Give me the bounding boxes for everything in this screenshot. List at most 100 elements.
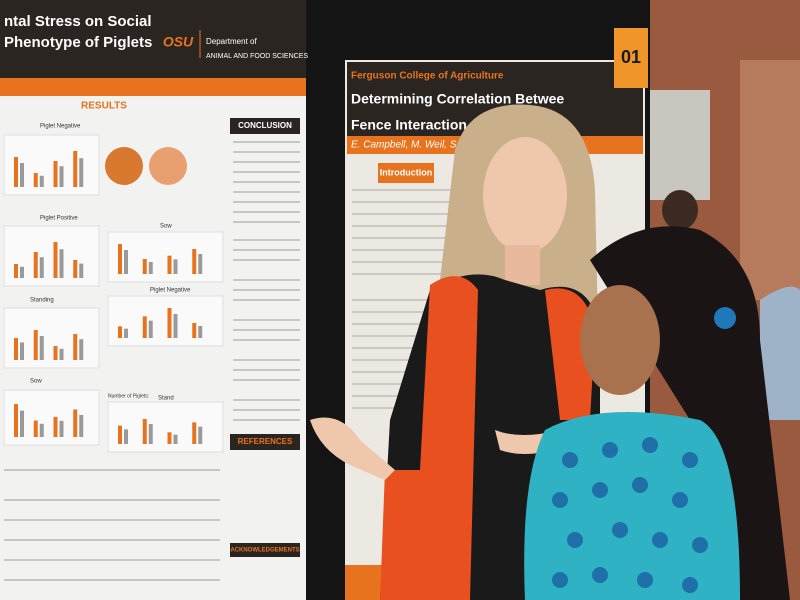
poster-title: ntal Stress on Social (4, 13, 152, 30)
panel-shape (20, 163, 24, 187)
panel-shape (107, 295, 224, 347)
panel-shape (192, 323, 197, 338)
panel-shape (33, 252, 38, 278)
panel-shape (3, 134, 100, 196)
panel-shape (142, 259, 147, 274)
heading-box (378, 163, 434, 183)
panel-shape (14, 404, 18, 437)
face (483, 137, 567, 253)
face (580, 285, 660, 395)
panel-label: Piglet Positive (40, 216, 78, 222)
hand (310, 417, 395, 480)
background-person (662, 190, 698, 230)
panel-shape (73, 260, 78, 278)
panel-shape (33, 173, 38, 187)
panel-shape (53, 242, 58, 278)
panel-shape (73, 409, 78, 437)
number-card (614, 28, 648, 88)
panel-shape (142, 316, 147, 338)
section-heading: CONCLUSION (238, 121, 292, 130)
poster-title: Phenotype of Piglets (4, 34, 152, 51)
shirt (380, 276, 478, 600)
panel-shape (107, 401, 224, 453)
panel-shape (53, 161, 58, 187)
panel-shape (124, 250, 128, 274)
panel-shape (79, 339, 84, 360)
board-number: 01 (621, 47, 641, 67)
neck (505, 245, 540, 285)
panel-shape (173, 434, 178, 444)
background-person (760, 286, 800, 420)
panel-shape (33, 330, 38, 360)
panel-shape (59, 166, 64, 187)
panel-shape (148, 424, 153, 444)
panel-shape (20, 342, 24, 360)
poster-title: Determining Correlation Betwee (351, 91, 564, 107)
panel-shape (198, 326, 203, 338)
panel-shape (124, 429, 128, 444)
department: ANIMAL AND FOOD SCIENCES (206, 53, 308, 60)
panel-shape (73, 334, 78, 360)
panel-shape (148, 320, 153, 338)
panel-shape (198, 426, 203, 444)
panel-shape (192, 422, 197, 444)
panel-shape (167, 308, 172, 338)
poster-header (0, 0, 306, 78)
panel-shape (118, 244, 122, 274)
authors: E. Campbell, M. Weil, S. Drayer, R. P (351, 140, 517, 151)
panel-shape (14, 264, 18, 278)
panel-shape (79, 263, 84, 278)
panel-shape (173, 314, 178, 338)
section-heading: REFERENCES (238, 437, 293, 446)
panel-shape (59, 249, 64, 278)
panel-shape (167, 255, 172, 274)
panel-shape (53, 416, 58, 437)
panel-shape (20, 410, 24, 437)
panel-shape (14, 338, 18, 360)
heading-box (230, 543, 300, 557)
panel-shape (59, 348, 64, 360)
poster-footer (345, 565, 385, 600)
department: Department of (206, 37, 257, 46)
section-heading: RESULTS (81, 101, 127, 112)
section-heading: Introduction (380, 167, 433, 177)
panel-label: Standing (30, 298, 54, 304)
brick-wall-light (740, 60, 800, 300)
panel-shape (142, 419, 147, 444)
panel-shape (20, 266, 24, 278)
heading-box (230, 118, 300, 134)
panel-shape (148, 262, 153, 274)
panel-shape (79, 415, 84, 437)
panel-label: Sow (30, 379, 42, 385)
panel-shape (39, 257, 44, 278)
panel-shape (53, 346, 58, 360)
panel-shape (3, 389, 100, 446)
panel-shape (192, 249, 197, 274)
panel-shape (39, 175, 44, 187)
bar-panels (3, 134, 224, 453)
poster-title: Fence Interaction (351, 117, 467, 133)
pie-chart (149, 147, 187, 185)
college: Ferguson College of Agriculture (351, 71, 504, 82)
panel-shape (59, 420, 64, 437)
left-poster: ntal Stress on Social Phenotype of Pigle… (0, 0, 308, 600)
panel-shape (14, 157, 18, 187)
body-text-lines (4, 141, 300, 581)
panel-label: Sow (160, 224, 172, 230)
panel-shape (173, 259, 178, 274)
panel-shape (3, 307, 100, 369)
panel-shape (79, 158, 84, 187)
dress-pattern (552, 437, 708, 593)
window (650, 90, 710, 200)
hair-clip (714, 307, 736, 329)
panel-shape (198, 254, 203, 274)
section-heading: ACKNOWLEDGEMENTS (230, 548, 299, 554)
panel-shape (118, 425, 122, 444)
panel-label: Number of Piglets: (108, 393, 149, 399)
panel-shape (3, 225, 100, 287)
panel-shape (33, 420, 38, 437)
heading-box (230, 434, 300, 450)
panel-shape (39, 423, 44, 437)
visitor (524, 226, 790, 600)
